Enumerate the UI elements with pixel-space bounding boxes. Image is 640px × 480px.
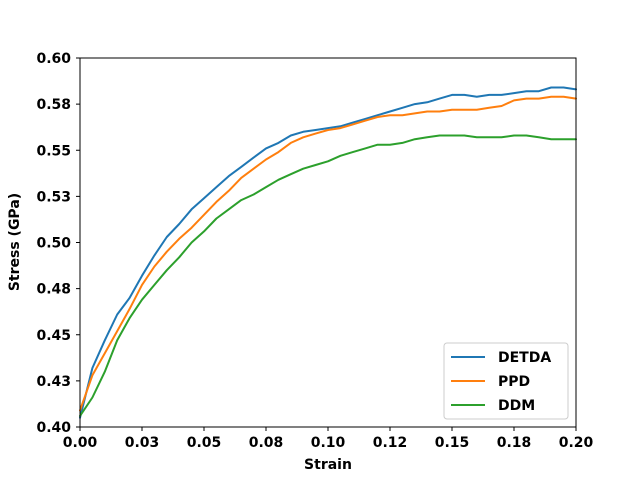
y-axis: 0.40 0.43 0.45 0.48 0.50 0.53 0.55 0.58 0.60	[36, 51, 80, 436]
series-line-ddm	[79, 134, 577, 417]
legend-label-detda: DETDA	[498, 350, 551, 366]
y-tick-label: 0.40	[36, 420, 71, 436]
x-tick-label: 0.03	[125, 435, 160, 451]
x-tick-label: 0.00	[63, 435, 98, 451]
series-line-detda	[79, 86, 577, 419]
series-line-ppd	[79, 95, 577, 412]
series-layer	[79, 86, 577, 419]
x-tick-label: 0.08	[249, 435, 284, 451]
y-tick-label: 0.58	[36, 97, 71, 113]
x-tick-label: 0.18	[497, 435, 532, 451]
legend-box	[443, 342, 569, 420]
x-tick-label: 0.20	[559, 435, 594, 451]
x-tick-label: 0.12	[373, 435, 408, 451]
x-axis: 0.00 0.03 0.05 0.08 0.10 0.12 0.15 0.18 0.20	[63, 427, 594, 451]
legend: DETDA PPD DDM	[443, 342, 569, 420]
y-tick-label: 0.53	[36, 189, 71, 205]
y-tick-label: 0.50	[36, 236, 71, 252]
legend-items: DETDA PPD DDM	[451, 350, 551, 414]
legend-label-ddm: DDM	[498, 398, 535, 414]
x-tick-label: 0.05	[187, 435, 222, 451]
x-tick-label: 0.10	[311, 435, 346, 451]
y-tick-label: 0.43	[36, 374, 71, 390]
x-axis-title: Strain	[304, 457, 352, 473]
y-tick-label: 0.55	[36, 143, 71, 159]
legend-label-ppd: PPD	[498, 374, 530, 390]
y-tick-label: 0.45	[36, 328, 71, 344]
x-tick-label: 0.15	[435, 435, 470, 451]
y-tick-label: 0.48	[36, 282, 71, 298]
y-tick-label: 0.60	[36, 51, 71, 67]
y-axis-title: Stress (GPa)	[7, 193, 23, 291]
